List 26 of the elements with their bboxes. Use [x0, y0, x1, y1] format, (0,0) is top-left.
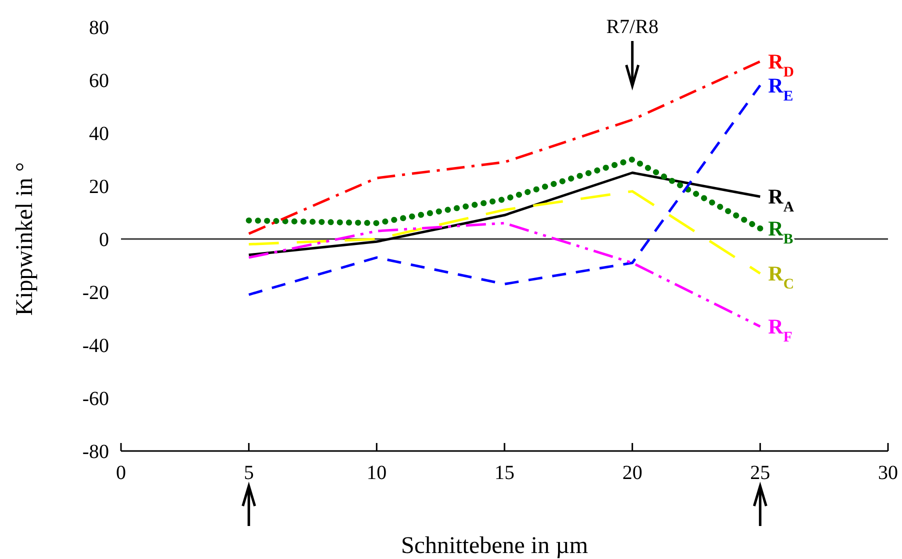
line-series: [248, 172, 762, 256]
x-tick-label: 20: [622, 462, 642, 484]
y-tick-label: -20: [82, 282, 109, 304]
y-tick-label: 0: [99, 229, 109, 251]
x-tick-label: 15: [494, 462, 514, 484]
x-tick-label: 0: [116, 462, 126, 484]
x-tick-label: 25: [750, 462, 770, 484]
x-tick-label: 30: [878, 462, 898, 484]
series-label: R$_{C}$: [768, 261, 794, 292]
y-tick-label: -80: [82, 441, 109, 463]
x-tick-label: 10: [366, 462, 387, 484]
line-series: [248, 222, 762, 328]
y-tick-label: 60: [89, 70, 109, 92]
series-label: R$_{A}$: [768, 184, 794, 216]
x-tick-label: 5: [244, 462, 254, 484]
y-tick-label: 20: [89, 176, 109, 198]
x-axis-title: Schnittebene in µm: [400, 533, 588, 559]
y-tick-label: -60: [82, 388, 109, 410]
line-series: [248, 84, 762, 296]
y-tick-label: 40: [89, 123, 109, 145]
y-tick-label: -40: [82, 335, 109, 357]
y-axis-title: Kippwinkel in °: [12, 162, 38, 316]
line-series: [248, 60, 762, 235]
annotation: R7/R8: [606, 16, 658, 38]
series-label: R$_{F}$: [768, 314, 792, 346]
y-tick-label: 80: [89, 17, 109, 39]
